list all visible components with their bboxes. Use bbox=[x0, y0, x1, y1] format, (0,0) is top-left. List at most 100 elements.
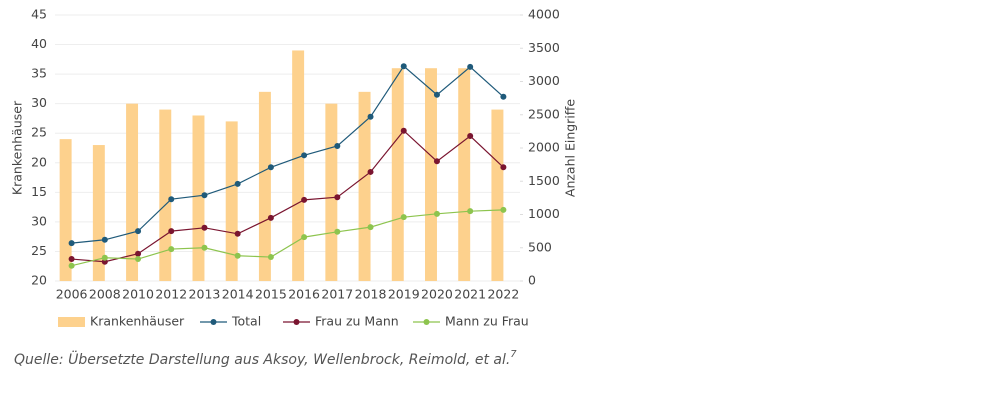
bar bbox=[425, 68, 437, 281]
bar bbox=[391, 68, 404, 281]
y2-tick-label: 2000 bbox=[528, 140, 560, 155]
marker bbox=[101, 236, 108, 243]
marker bbox=[301, 152, 308, 159]
y-tick-label: 20 bbox=[31, 154, 47, 169]
marker bbox=[467, 133, 474, 140]
x-tick-label: 2016 bbox=[288, 287, 320, 302]
marker bbox=[367, 224, 374, 231]
y-tick-label: 45 bbox=[31, 7, 47, 22]
x-tick-label: 2013 bbox=[189, 287, 221, 302]
marker bbox=[68, 262, 75, 269]
legend-marker bbox=[423, 319, 430, 325]
marker bbox=[68, 240, 75, 247]
y2-tick-label: 2500 bbox=[528, 106, 560, 121]
marker bbox=[135, 228, 142, 235]
marker bbox=[467, 208, 474, 215]
marker bbox=[500, 93, 507, 100]
source-text: Quelle: Übersetzte Darstellung aus Aksoy… bbox=[14, 350, 510, 368]
bar bbox=[491, 109, 504, 281]
x-tick-label: 2017 bbox=[321, 287, 353, 302]
marker bbox=[267, 164, 274, 171]
marker bbox=[301, 196, 308, 203]
line bbox=[71, 65, 504, 244]
bar bbox=[59, 139, 72, 281]
line bbox=[71, 209, 504, 267]
bar bbox=[126, 103, 139, 282]
marker bbox=[400, 63, 407, 70]
bar bbox=[458, 68, 471, 281]
y-tick-label: 25 bbox=[31, 125, 47, 140]
marker bbox=[101, 254, 108, 261]
marker bbox=[433, 210, 440, 217]
y-axis-title: Krankenhäuser bbox=[10, 100, 25, 195]
legend-label: Total bbox=[231, 314, 261, 329]
marker bbox=[433, 158, 440, 165]
y-tick-label: 20 bbox=[31, 273, 47, 288]
bar bbox=[192, 115, 205, 281]
marker bbox=[334, 143, 341, 150]
legend-marker bbox=[210, 319, 217, 325]
marker bbox=[334, 228, 341, 235]
marker bbox=[267, 214, 274, 221]
x-tick-label: 2012 bbox=[155, 287, 187, 302]
bar bbox=[325, 103, 338, 282]
y2-tick-label: 500 bbox=[528, 239, 552, 254]
x-tick-label: 2010 bbox=[122, 287, 154, 302]
marker bbox=[168, 246, 175, 253]
bar bbox=[92, 145, 105, 281]
x-tick-label: 2019 bbox=[388, 287, 420, 302]
x-tick-label: 2020 bbox=[421, 287, 453, 302]
legend-marker bbox=[293, 319, 300, 325]
x-tick-label: 2006 bbox=[56, 287, 88, 302]
marker bbox=[367, 168, 374, 175]
marker bbox=[500, 206, 507, 213]
marker bbox=[168, 228, 175, 235]
marker bbox=[234, 230, 241, 237]
bar bbox=[159, 109, 172, 281]
marker bbox=[400, 214, 407, 221]
marker bbox=[301, 234, 308, 241]
marker bbox=[135, 256, 142, 263]
marker bbox=[334, 194, 341, 201]
y2-tick-label: 3500 bbox=[528, 40, 560, 55]
bar bbox=[292, 50, 305, 281]
legend-label: Mann zu Frau bbox=[445, 314, 529, 329]
x-tick-label: 2018 bbox=[355, 287, 387, 302]
y-tick-label: 25 bbox=[31, 243, 47, 258]
x-tick-label: 2015 bbox=[255, 287, 287, 302]
legend-label: Krankenhäuser bbox=[90, 314, 185, 329]
legend-swatch bbox=[58, 317, 85, 327]
marker bbox=[168, 196, 175, 203]
marker bbox=[234, 180, 241, 187]
marker bbox=[68, 256, 75, 263]
y-tick-label: 40 bbox=[31, 36, 47, 51]
x-tick-label: 2021 bbox=[454, 287, 486, 302]
x-tick-label: 2022 bbox=[487, 287, 519, 302]
bar bbox=[358, 91, 371, 281]
y2-axis-title: Anzahl Eingriffe bbox=[563, 99, 578, 198]
source: Quelle: Übersetzte Darstellung aus Aksoy… bbox=[14, 349, 517, 368]
marker bbox=[400, 127, 407, 134]
marker bbox=[201, 224, 208, 231]
bar bbox=[258, 91, 271, 281]
marker bbox=[367, 113, 374, 120]
marker bbox=[267, 254, 274, 261]
marker bbox=[201, 192, 208, 199]
y-tick-label: 30 bbox=[31, 213, 47, 228]
x-tick-label: 2008 bbox=[89, 287, 121, 302]
bar bbox=[225, 121, 238, 282]
x-tick-label: 2014 bbox=[222, 287, 254, 302]
legend-label: Frau zu Mann bbox=[315, 314, 399, 329]
line bbox=[71, 129, 504, 263]
y-tick-label: 30 bbox=[31, 95, 47, 110]
marker bbox=[433, 91, 440, 98]
y2-tick-label: 1000 bbox=[528, 206, 560, 221]
marker bbox=[234, 252, 241, 259]
marker bbox=[135, 250, 142, 257]
y2-tick-label: 1500 bbox=[528, 173, 560, 188]
marker bbox=[500, 164, 507, 171]
marker bbox=[467, 63, 474, 70]
y-tick-label: 35 bbox=[31, 66, 47, 81]
y2-tick-label: 4000 bbox=[528, 7, 560, 22]
